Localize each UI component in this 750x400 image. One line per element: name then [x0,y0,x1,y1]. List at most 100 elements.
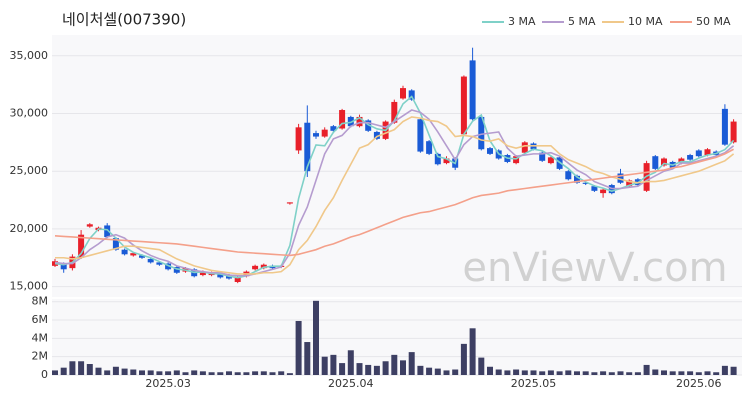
volume-bar [591,372,598,375]
volume-bar [417,365,424,375]
candle-body [60,263,67,270]
candle-body [252,265,259,270]
volume-bar [347,350,354,375]
volume-bar [243,372,250,375]
x-tick-label: 2025.06 [676,377,722,390]
volume-bar [182,372,189,375]
candle-body [339,110,346,129]
volume-bar [443,370,450,375]
volume-bar [234,372,241,375]
candle-body [652,156,659,169]
volume-bar [269,372,276,375]
volume-bar [313,300,319,375]
x-tick-label: 2025.05 [511,377,557,390]
volume-bar [217,372,224,375]
candle-body [217,273,224,278]
chart-title: 네이처셀(007390) [62,11,186,29]
volume-bar [478,357,485,375]
ma-line [54,148,734,257]
volume-bar [191,370,198,375]
volume-bar [504,370,511,375]
candle-body [130,253,137,256]
candle-body [704,149,711,156]
volume-bar [678,371,685,375]
volume-bar [521,370,528,375]
volume-bar [400,360,406,375]
volume-bar [547,370,554,375]
candle-body [365,120,372,131]
y-tick-label: 25,000 [10,164,49,177]
candle-body [695,150,702,157]
volume-bar [208,372,215,375]
candle-body [295,127,302,151]
volume-bar [52,370,58,375]
volume-bar [339,363,346,375]
volume-bar [539,371,546,375]
candle-body [426,141,433,154]
volume-bar [78,361,85,375]
volume-bar [365,364,372,375]
candle-body [173,266,180,273]
volume-bar [156,371,163,375]
candle-body [112,238,119,250]
candle-body [521,142,528,153]
candle-body [86,224,93,227]
volume-bar [165,371,172,375]
legend-label: 3 MA [508,15,536,28]
candle-body [121,249,128,255]
volume-bar [695,372,702,375]
candle-body [617,173,624,183]
candle-body [434,153,441,165]
candle-body [469,60,476,120]
candle-body [417,119,424,152]
volume-bar [304,342,311,375]
legend-label: 50 MA [696,15,731,28]
volume-bar [199,371,206,375]
volume-bar [130,369,137,375]
volume-bar [652,369,659,375]
volume-bar [487,366,493,375]
volume-bar [460,343,467,375]
volume-bar [86,364,93,375]
candle-body [330,126,337,131]
volume-bar [112,366,119,375]
volume-bar [600,371,607,375]
volume-bar [730,366,737,375]
volume-bar [139,370,145,375]
volume-bar [373,365,380,375]
candle-body [591,186,598,191]
volume-bar [617,371,624,375]
candle-body [600,189,607,194]
volume-bar [574,371,580,375]
x-tick-label: 2025.04 [328,377,374,390]
volume-bar [330,354,337,375]
volume-bar [556,371,563,375]
candle-body [304,122,311,172]
volume-bar [582,371,589,375]
candle-body [286,202,293,204]
candle-body [539,152,546,161]
candle-body [460,76,467,135]
volume-bar [565,370,572,375]
y-tick-label: 15,000 [10,280,49,293]
candle-body [321,129,328,137]
candle-body [443,158,450,164]
volume-bar [147,370,154,375]
volume-bar [530,370,537,375]
volume-bar [704,371,711,375]
y-tick-label: 6M [32,313,49,326]
candle-body [373,131,380,139]
volume-bar [391,354,398,375]
candle-body [513,156,520,164]
candle-body [78,234,85,258]
legend-label: 10 MA [628,15,663,28]
candle-body [721,108,728,145]
candle-body [139,255,145,258]
candle-body [165,263,172,270]
candle-body [730,121,737,143]
volume-bar [643,364,650,375]
volume-bar [356,363,363,375]
candle-body [104,225,111,237]
volume-bar [408,352,415,375]
volume-bar [173,370,180,375]
